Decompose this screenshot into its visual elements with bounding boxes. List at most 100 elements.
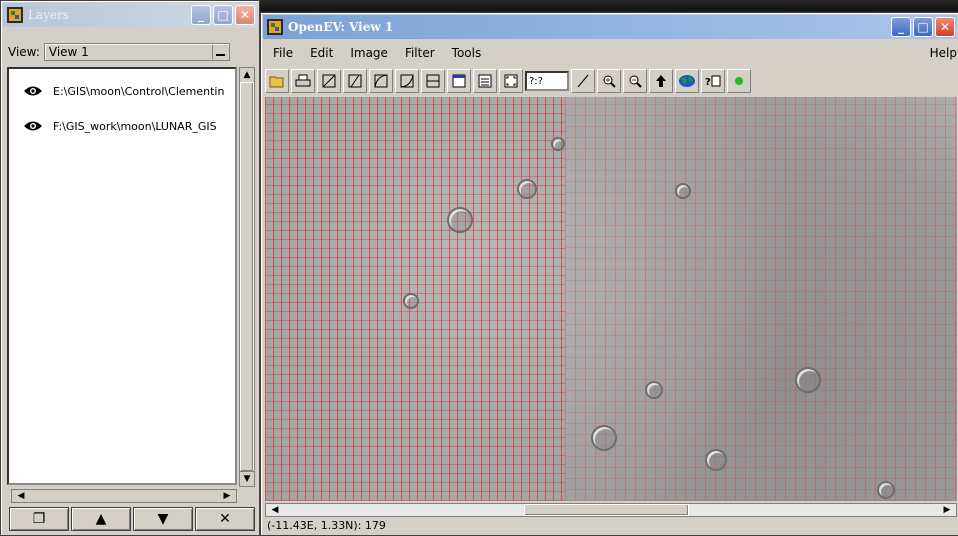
scroll-up-arrow-icon[interactable]: ▲ [240,68,254,83]
main-titlebar[interactable]: OpenEV: View 1 _ □ ✕ [263,15,957,39]
layer-name: E:\GIS\moon\Control\Clementin [53,84,225,98]
delete-layer-button[interactable]: ✕ [195,507,255,531]
layer-list[interactable]: E:\GIS\moon\Control\Clementin F:\GIS_wor… [7,67,237,485]
layers-window: Layers _ □ ✕ View: View 1 E:\GIS\moon\Co… [0,0,260,536]
minimize-button[interactable]: _ [891,17,911,37]
open-file-button[interactable] [265,69,289,93]
maximize-icon: □ [217,8,229,22]
crater [795,367,821,393]
move-layer-down-button[interactable]: ▼ [133,507,193,531]
globe-button[interactable] [675,69,699,93]
close-button[interactable]: ✕ [935,17,955,37]
close-button[interactable]: ✕ [235,5,255,25]
green-status-dot-icon [735,77,743,85]
move-layer-up-button[interactable]: ▲ [71,507,131,531]
menu-filter[interactable]: Filter [404,46,435,60]
help-button[interactable]: ? [701,69,725,93]
menu-help[interactable]: Help [929,46,957,60]
crater [591,425,617,451]
scrollbar-thumb[interactable] [240,82,254,472]
folder-open-icon [269,76,284,88]
scroll-right-arrow-icon[interactable]: ▶ [223,491,231,501]
close-icon: ✕ [939,20,951,34]
layer-button-bar: ❐ ▲ ▼ ✕ [9,507,255,531]
new-layer-icon: ❐ [32,511,46,527]
crater [447,207,473,233]
zoom-in-icon [603,75,616,88]
layers-titlebar[interactable]: Layers _ □ ✕ [3,3,257,27]
enhance-linear-button[interactable] [317,69,341,93]
arrow-up-icon [656,75,666,87]
eye-visibility-icon[interactable] [23,120,43,132]
toolbar-window-icon [452,74,466,88]
menu-tools[interactable]: Tools [451,46,482,60]
menu-image[interactable]: Image [350,46,388,60]
fit-extents-icon [504,74,518,88]
status-bar-coordinates: (-11.43E, 1.33N): 179 [267,519,386,532]
pointer-button[interactable] [649,69,673,93]
zoom-in-button[interactable] [597,69,621,93]
status-indicator-button[interactable] [727,69,751,93]
crater [403,293,419,309]
view-selector-row: View: View 1 [3,41,257,63]
layer-item[interactable]: F:\GIS_work\moon\LUNAR_GIS [9,117,235,135]
crater [877,481,895,499]
help-icon: ? [705,75,721,88]
layers-dialog-button[interactable] [473,69,497,93]
zoom-ratio-input[interactable]: ?:? [525,71,569,91]
linear-stretch-icon [322,74,336,88]
minimize-button[interactable]: _ [191,5,211,25]
main-title: OpenEV: View 1 [288,20,394,34]
eye-visibility-icon[interactable] [23,85,43,97]
app-icon [7,7,23,23]
control-point-grid-overlay [565,97,957,501]
equalize-button[interactable] [421,69,445,93]
raster-view-canvas[interactable] [265,97,957,501]
view-label: View: [8,45,40,59]
app-icon [267,19,283,35]
menu-edit[interactable]: Edit [310,46,334,60]
enhance-log-button[interactable] [343,69,367,93]
desktop-background [0,0,958,10]
menu-file[interactable]: File [273,46,294,60]
enhance-square-button[interactable] [395,69,419,93]
scrollbar-thumb[interactable] [524,504,689,516]
crater [645,381,663,399]
toolbar: ?:? ? [265,68,751,94]
print-button[interactable] [291,69,315,93]
svg-text:?: ? [705,77,711,88]
minimize-icon: _ [898,20,904,34]
zoom-out-icon [629,75,642,88]
crater [517,179,537,199]
scroll-left-arrow-icon[interactable]: ◀ [17,491,25,501]
layer-item[interactable]: E:\GIS\moon\Control\Clementin [9,82,235,100]
dropdown-arrow-icon[interactable] [211,45,229,59]
zoom-out-button[interactable] [623,69,647,93]
printer-icon [295,74,311,87]
crater [705,449,727,471]
canvas-horizontal-scrollbar[interactable]: ◀ ▶ [265,503,957,517]
layers-title: Layers [28,8,69,22]
move-up-icon: ▲ [95,511,107,527]
scroll-left-arrow-icon[interactable]: ◀ [271,505,279,515]
view-dropdown[interactable]: View 1 [43,43,230,61]
new-layer-button[interactable]: ❐ [9,507,69,531]
scroll-right-arrow-icon[interactable]: ▶ [943,505,951,515]
move-down-icon: ▼ [157,511,169,527]
view-dropdown-value: View 1 [48,45,89,59]
scroll-down-arrow-icon[interactable]: ▼ [240,471,254,486]
enhance-root-button[interactable] [369,69,393,93]
edit-toolbar-button[interactable] [447,69,471,93]
layer-name: F:\GIS_work\moon\LUNAR_GIS [53,119,217,133]
maximize-button[interactable]: □ [213,5,233,25]
maximize-icon: □ [917,20,929,34]
zoom-ratio-pen-button[interactable] [571,69,595,93]
delete-icon: ✕ [219,511,231,527]
fit-all-layers-button[interactable] [499,69,523,93]
close-icon: ✕ [239,8,251,22]
layer-list-vertical-scrollbar[interactable]: ▲ ▼ [239,67,255,487]
crater [675,183,691,199]
diagonal-line-icon [577,74,589,88]
maximize-button[interactable]: □ [913,17,933,37]
layer-list-horizontal-scrollbar[interactable]: ◀ ▶ [11,489,237,503]
